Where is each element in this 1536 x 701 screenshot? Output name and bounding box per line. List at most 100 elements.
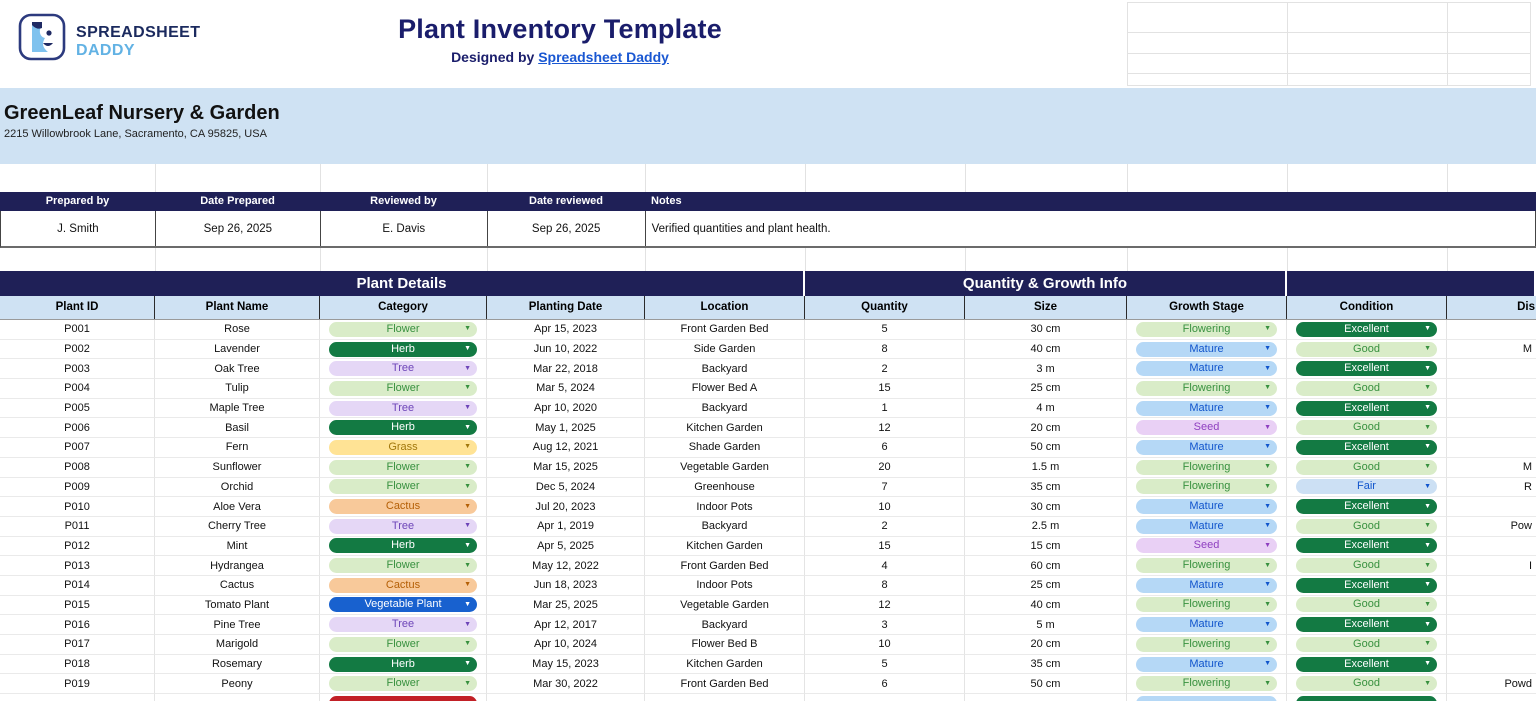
cell-disease[interactable] <box>1447 497 1536 517</box>
cell-disease[interactable] <box>1447 320 1536 340</box>
cell-plant-id[interactable]: P003 <box>0 359 155 380</box>
cell-plant-name[interactable]: Orchid <box>155 477 320 498</box>
cell-quantity[interactable]: 12 <box>805 418 965 439</box>
growth-stage-dropdown[interactable]: Mature ▼ <box>1136 439 1277 455</box>
cell-quantity[interactable]: 4 <box>805 556 965 576</box>
category-dropdown[interactable]: Tree ▼ <box>329 617 477 633</box>
cell-planting-date[interactable]: May 1, 2025 <box>487 418 645 439</box>
cell-location[interactable]: Indoor Pots <box>645 497 805 517</box>
cell-quantity[interactable]: 3 <box>805 615 965 635</box>
condition-dropdown[interactable]: Excellent ▼ <box>1296 617 1437 633</box>
condition-dropdown[interactable]: Good ▼ <box>1296 676 1437 692</box>
category-dropdown[interactable]: Herb ▼ <box>329 420 477 436</box>
growth-stage-dropdown[interactable]: Flowering ▼ <box>1136 676 1277 692</box>
category-dropdown[interactable]: Flower ▼ <box>329 676 477 692</box>
condition-dropdown[interactable]: Excellent ▼ <box>1296 656 1437 672</box>
cell-plant-id[interactable]: P017 <box>0 635 155 655</box>
cell-plant-name[interactable]: Pine Tree <box>155 615 320 635</box>
cell-size[interactable]: 15 cm <box>965 536 1127 557</box>
cell-plant-name[interactable]: Rose <box>155 320 320 340</box>
cell-planting-date[interactable]: Mar 5, 2024 <box>487 379 645 399</box>
category-dropdown[interactable]: Herb ▼ <box>329 656 477 672</box>
cell-disease[interactable] <box>1447 655 1536 675</box>
cell-location[interactable]: Greenhouse <box>645 477 805 498</box>
spreadsheet-daddy-link[interactable]: Spreadsheet Daddy <box>538 49 669 65</box>
cell-location[interactable]: Flower Bed A <box>645 379 805 399</box>
cell-location[interactable]: Side Garden <box>645 339 805 360</box>
cell-planting-date[interactable]: Apr 12, 2017 <box>487 615 645 635</box>
cell-location[interactable]: Kitchen Garden <box>645 654 805 675</box>
cell-plant-id[interactable]: P016 <box>0 615 155 635</box>
cell-disease[interactable]: M <box>1447 458 1536 478</box>
cell-plant-id[interactable]: P015 <box>0 595 155 616</box>
cell-quantity[interactable]: 2 <box>805 359 965 380</box>
cell-quantity[interactable]: 10 <box>805 497 965 517</box>
cell-location[interactable]: Vegetable Garden <box>645 457 805 478</box>
cell-plant-id[interactable]: P009 <box>0 477 155 498</box>
category-dropdown[interactable]: Flower ▼ <box>329 380 477 396</box>
cell-disease[interactable]: Pow <box>1447 517 1536 537</box>
cell-planting-date[interactable]: Mar 22, 2018 <box>487 359 645 380</box>
cell-location[interactable]: Front Garden Bed <box>645 320 805 340</box>
growth-stage-dropdown[interactable]: Flowering ▼ <box>1136 558 1277 574</box>
cell-quantity[interactable]: 10 <box>805 635 965 655</box>
category-dropdown[interactable] <box>329 696 477 701</box>
cell-plant-id[interactable]: P005 <box>0 398 155 419</box>
growth-stage-dropdown[interactable]: Flowering ▼ <box>1136 321 1277 337</box>
cell-size[interactable]: 25 cm <box>965 575 1127 596</box>
growth-stage-dropdown[interactable]: Mature ▼ <box>1136 518 1277 534</box>
cell-disease[interactable] <box>1447 596 1536 616</box>
cell-quantity[interactable]: 5 <box>805 320 965 340</box>
cell-quantity[interactable]: 12 <box>805 595 965 616</box>
cell-size[interactable]: 35 cm <box>965 477 1127 498</box>
cell-plant-id[interactable]: P018 <box>0 654 155 675</box>
condition-dropdown[interactable]: Good ▼ <box>1296 380 1437 396</box>
cell-planting-date[interactable]: Mar 25, 2025 <box>487 595 645 616</box>
cell-quantity[interactable]: 8 <box>805 575 965 596</box>
condition-dropdown[interactable]: Good ▼ <box>1296 558 1437 574</box>
cell-quantity[interactable]: 2 <box>805 516 965 537</box>
cell-size[interactable]: 50 cm <box>965 438 1127 458</box>
condition-dropdown[interactable]: Excellent ▼ <box>1296 400 1437 416</box>
cell-disease[interactable] <box>1447 418 1536 439</box>
cell-plant-name[interactable]: Cactus <box>155 575 320 596</box>
cell-location[interactable]: Backyard <box>645 516 805 537</box>
cell-plant-name[interactable]: Fern <box>155 438 320 458</box>
growth-stage-dropdown[interactable]: Flowering ▼ <box>1136 479 1277 495</box>
cell-quantity[interactable]: 15 <box>805 536 965 557</box>
growth-stage-dropdown[interactable]: Mature ▼ <box>1136 341 1277 357</box>
cell-planting-date[interactable]: Mar 30, 2022 <box>487 674 645 695</box>
condition-dropdown[interactable]: Good ▼ <box>1296 420 1437 436</box>
cell-planting-date[interactable]: Apr 10, 2024 <box>487 635 645 655</box>
growth-stage-dropdown[interactable]: Mature ▼ <box>1136 499 1277 515</box>
cell-disease[interactable]: R <box>1447 478 1536 498</box>
growth-stage-dropdown[interactable]: Mature ▼ <box>1136 656 1277 672</box>
cell-plant-name[interactable]: Lavender <box>155 339 320 360</box>
notes-value[interactable]: Verified quantities and plant health. <box>646 211 1536 246</box>
growth-stage-dropdown[interactable]: Seed ▼ <box>1136 538 1277 554</box>
condition-dropdown[interactable]: Good ▼ <box>1296 597 1437 613</box>
cell-location[interactable]: Kitchen Garden <box>645 536 805 557</box>
cell-disease[interactable] <box>1447 576 1536 596</box>
cell-disease[interactable] <box>1447 359 1536 380</box>
cell-quantity[interactable]: 1 <box>805 398 965 419</box>
category-dropdown[interactable]: Herb ▼ <box>329 341 477 357</box>
cell-size[interactable]: 5 m <box>965 615 1127 635</box>
cell-size[interactable]: 35 cm <box>965 654 1127 675</box>
category-dropdown[interactable]: Cactus ▼ <box>329 577 477 593</box>
category-dropdown[interactable]: Vegetable Plant ▼ <box>329 597 477 613</box>
date-prepared-value[interactable]: Sep 26, 2025 <box>156 211 321 246</box>
cell-planting-date[interactable]: May 12, 2022 <box>487 556 645 576</box>
cell-plant-name[interactable]: Hydrangea <box>155 556 320 576</box>
cell-planting-date[interactable]: Apr 10, 2020 <box>487 398 645 419</box>
cell-size[interactable]: 60 cm <box>965 556 1127 576</box>
cell-plant-id[interactable]: P019 <box>0 674 155 695</box>
growth-stage-dropdown[interactable]: Flowering ▼ <box>1136 636 1277 652</box>
cell-plant-id[interactable]: P014 <box>0 575 155 596</box>
condition-dropdown[interactable]: Excellent ▼ <box>1296 321 1437 337</box>
category-dropdown[interactable]: Flower ▼ <box>329 558 477 574</box>
cell-plant-id[interactable]: P006 <box>0 418 155 439</box>
cell-quantity[interactable]: 6 <box>805 438 965 458</box>
cell-location[interactable]: Front Garden Bed <box>645 674 805 695</box>
cell-plant-name[interactable]: Sunflower <box>155 457 320 478</box>
